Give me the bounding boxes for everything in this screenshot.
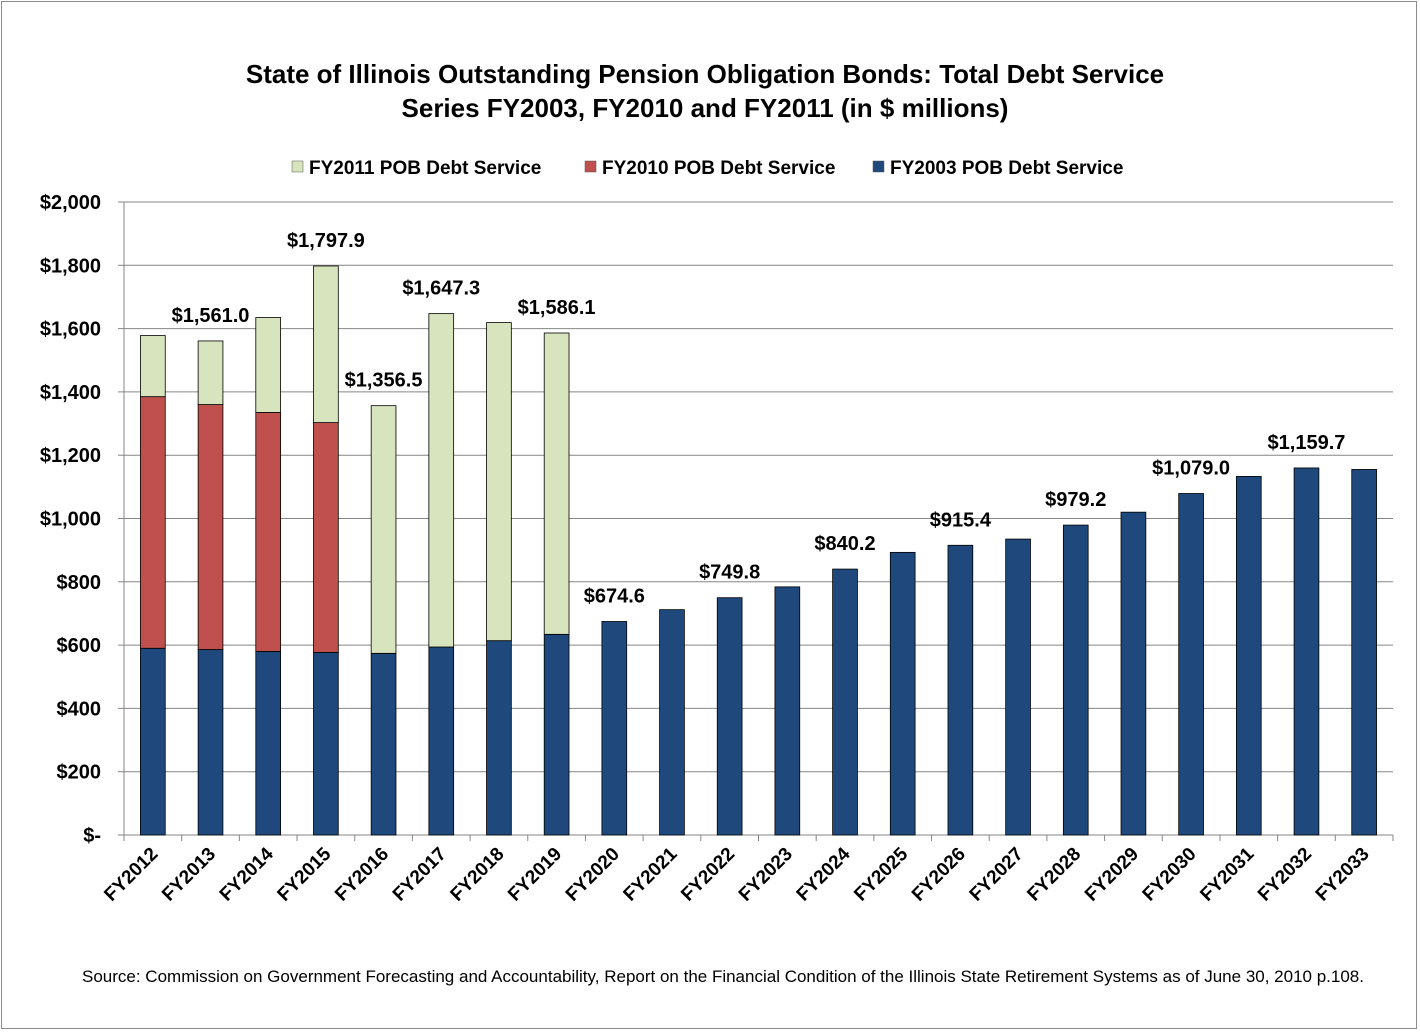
y-tick-label-0: $- [83,825,101,847]
x-tick-label-FY2013: FY2013 [158,844,220,906]
bar-FY2019-series-1 [543,633,570,836]
x-tick-label-FY2020: FY2020 [562,844,624,906]
x-tick-label-FY2015: FY2015 [274,843,336,905]
bar-FY2017-series-1 [428,646,455,836]
x-tick-label-FY2019: FY2019 [504,844,566,906]
bar-FY2012-series-1 [140,647,166,836]
data-label-FY2028: $979.2 [1045,489,1106,511]
y-tick-label-200: $200 [57,762,102,784]
y-tick-label-1000: $1,000 [40,509,101,531]
bar-FY2018-series-1 [486,640,512,836]
x-tick-label-FY2018: FY2018 [447,844,509,906]
bar-FY2020-series-1 [601,621,628,836]
y-tick-label-1600: $1,600 [40,319,101,341]
bar-FY2031-series-1 [1235,476,1262,836]
bar-FY2012-series-3 [140,335,166,398]
data-label-FY2017: $1,647.3 [402,278,480,300]
x-tick-label-FY2014: FY2014 [216,843,278,905]
legend-swatch-3 [872,160,885,173]
bar-FY2033-series-1 [1351,469,1377,836]
source-note: Source: Commission on Government Forecas… [82,967,1364,986]
data-label-FY2020: $674.6 [584,585,645,607]
bar-FY2025-series-1 [889,551,916,836]
bar-FY2030-series-1 [1178,493,1204,836]
bar-FY2015-series-3 [313,265,339,424]
bar-FY2014-series-3 [255,317,282,413]
x-tick-label-FY2024: FY2024 [793,843,855,905]
x-tick-label-FY2027: FY2027 [966,844,1028,906]
bar-FY2028-series-1 [1062,524,1089,836]
data-label-FY2032: $1,159.7 [1268,432,1346,454]
data-label-FY2016: $1,356.5 [345,370,423,392]
x-tick-label-FY2022: FY2022 [677,844,739,906]
x-tick-label-FY2025: FY2025 [850,843,912,905]
legend-label-2: FY2010 POB Debt Service [602,158,835,179]
bar-FY2018-series-3 [486,322,512,642]
bar-chart: State of Illinois Outstanding Pension Ob… [40,59,1394,906]
chart-title-line-1: State of Illinois Outstanding Pension Ob… [246,59,1164,89]
bar-FY2022-series-1 [716,597,743,836]
legend-swatch-1 [291,160,304,173]
x-tick-label-FY2021: FY2021 [620,843,682,905]
bar-FY2015-series-1 [313,651,339,836]
bar-FY2016-series-3 [370,405,397,654]
bar-FY2026-series-1 [947,544,974,836]
bar-FY2014-series-1 [255,651,282,836]
bar-FY2013-series-3 [197,340,224,405]
bar-FY2016-series-1 [370,652,397,836]
x-tick-label-FY2031: FY2031 [1196,843,1258,905]
bar-FY2015-series-2 [313,422,339,653]
data-label-FY2019: $1,586.1 [518,297,596,319]
bar-FY2017-series-3 [428,313,455,648]
data-label-FY2024: $840.2 [814,533,875,555]
bar-FY2021-series-1 [659,609,685,836]
data-label-FY2030: $1,079.0 [1152,457,1230,479]
bar-FY2023-series-1 [774,586,801,836]
data-label-FY2026: $915.4 [930,509,992,531]
y-tick-label-600: $600 [57,635,102,657]
x-tick-label-FY2023: FY2023 [735,844,797,906]
x-tick-label-FY2029: FY2029 [1081,844,1143,906]
x-tick-label-FY2028: FY2028 [1023,844,1085,906]
y-tick-label-800: $800 [57,572,102,594]
x-tick-label-FY2017: FY2017 [389,844,451,906]
bar-FY2032-series-1 [1293,467,1320,836]
chart-title-line-2: Series FY2003, FY2010 and FY2011 (in $ m… [402,93,1009,123]
y-tick-label-2000: $2,000 [40,192,101,214]
data-label-FY2013: $1,561.0 [172,305,250,327]
bar-FY2029-series-1 [1120,511,1147,836]
x-tick-label-FY2026: FY2026 [908,844,970,906]
y-tick-label-1200: $1,200 [40,445,101,467]
bar-FY2014-series-2 [255,412,282,652]
x-tick-label-FY2033: FY2033 [1312,844,1374,906]
legend-label-3: FY2003 POB Debt Service [890,158,1123,179]
x-tick-label-FY2032: FY2032 [1254,844,1316,906]
x-tick-label-FY2030: FY2030 [1139,844,1201,906]
legend-label-1: FY2011 POB Debt Service [309,158,541,179]
y-tick-label-1800: $1,800 [40,255,101,277]
legend-swatch-2 [584,160,597,173]
data-label-FY2022: $749.8 [699,562,760,584]
bar-FY2024-series-1 [832,568,858,836]
y-tick-label-1400: $1,400 [40,382,101,404]
y-tick-label-400: $400 [57,698,102,720]
bar-FY2019-series-3 [543,332,570,635]
bar-FY2012-series-2 [140,396,166,649]
bar-FY2013-series-1 [197,649,224,836]
x-tick-label-FY2016: FY2016 [331,844,393,906]
data-label-FY2015: $1,797.9 [287,230,365,252]
bar-FY2013-series-2 [197,404,224,650]
bar-FY2027-series-1 [1005,538,1031,836]
x-tick-label-FY2012: FY2012 [100,844,162,906]
